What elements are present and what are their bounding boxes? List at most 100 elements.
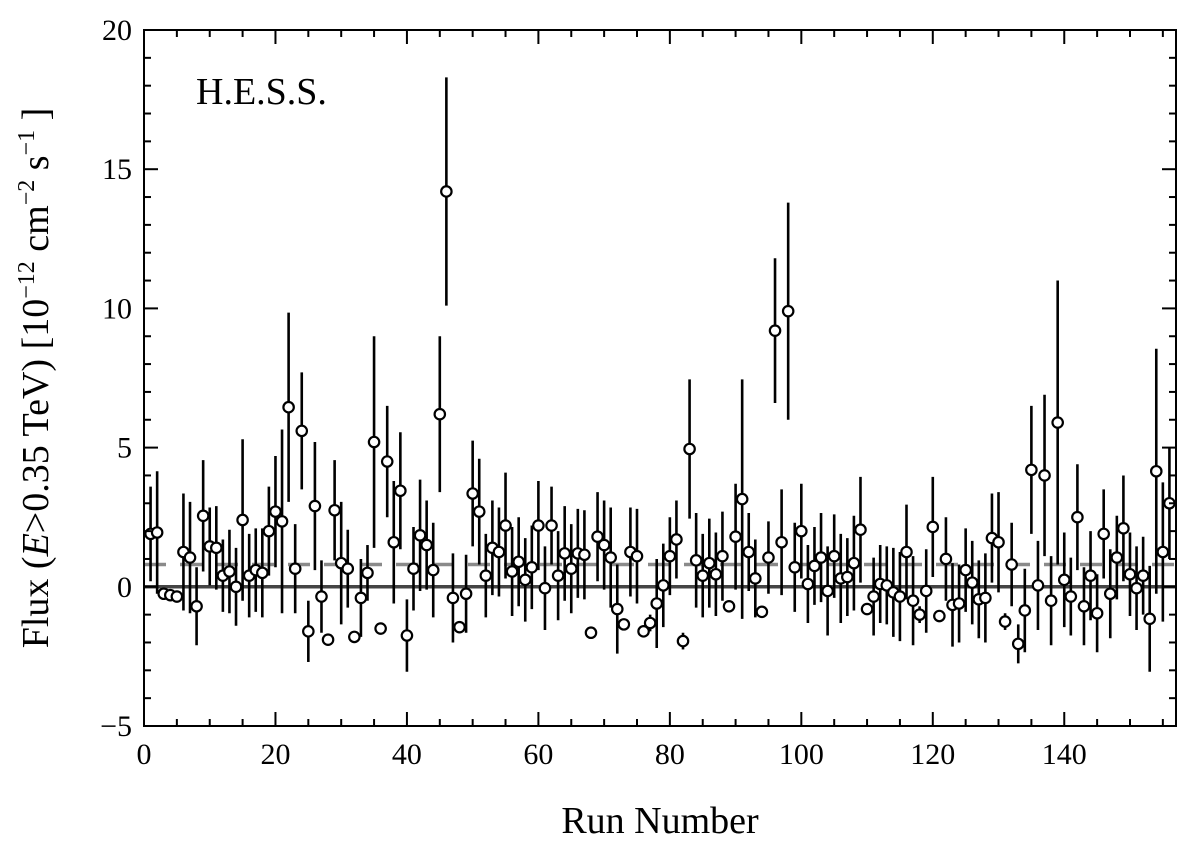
data-point-run-105 (827, 514, 841, 598)
data-marker (716, 549, 729, 563)
data-point-run-56 (505, 526, 519, 617)
data-marker (939, 552, 953, 566)
data-point-run-134 (1018, 568, 1032, 653)
data-point-run-34 (361, 545, 374, 601)
data-point-run-48 (453, 620, 466, 634)
data-marker (729, 530, 742, 543)
data-marker (262, 524, 276, 538)
data-point-run-138 (1044, 556, 1058, 646)
data-marker (354, 591, 368, 605)
data-point-run-79 (656, 543, 670, 628)
data-marker (735, 492, 749, 506)
data-point-run-49 (459, 554, 473, 633)
data-marker (183, 551, 197, 564)
data-point-run-39 (394, 432, 407, 550)
data-point-run-33 (354, 558, 368, 637)
data-marker (1038, 469, 1051, 482)
data-marker (1005, 558, 1018, 571)
data-marker (808, 559, 821, 573)
data-marker (906, 594, 920, 608)
data-marker (847, 556, 861, 570)
data-point-run-65 (564, 524, 578, 614)
y-axis-title-suffix: ] (15, 108, 57, 130)
data-point-run-85 (696, 533, 710, 618)
data-point-run-14 (229, 547, 243, 626)
y-tick-label: 5 (117, 432, 132, 465)
data-point-run-150 (1123, 532, 1137, 617)
data-marker (591, 530, 604, 543)
data-point-run-71 (604, 507, 618, 608)
y-tick-label: −5 (100, 710, 132, 743)
data-marker (584, 626, 598, 640)
data-point-run-13 (223, 529, 236, 614)
data-marker (1051, 416, 1064, 429)
data-marker (492, 545, 506, 559)
data-point-run-59 (525, 525, 539, 610)
data-point-run-72 (610, 564, 624, 654)
data-point-run-113 (880, 546, 894, 625)
data-point-run-130 (992, 492, 1005, 593)
data-point-run-90 (729, 483, 742, 590)
data-marker (749, 572, 762, 585)
data-marker (702, 556, 716, 570)
data-marker (512, 555, 525, 569)
data-point-run-75 (630, 508, 644, 604)
x-tick-label: 140 (1042, 738, 1087, 771)
data-marker (663, 549, 677, 563)
data-point-run-80 (663, 517, 677, 596)
data-point-run-135 (1025, 405, 1038, 534)
data-marker (308, 499, 322, 513)
data-point-run-136 (1031, 540, 1045, 630)
data-marker (827, 549, 841, 563)
data-marker (1143, 612, 1157, 626)
data-marker (472, 505, 486, 518)
data-marker (597, 538, 611, 552)
data-marker (959, 563, 972, 577)
data-point-run-155 (1156, 482, 1170, 622)
data-marker (269, 505, 282, 518)
data-point-run-54 (492, 507, 506, 597)
data-point-run-41 (407, 526, 420, 611)
data-point-run-152 (1136, 536, 1150, 615)
data-marker (394, 484, 407, 498)
data-point-run-111 (867, 557, 880, 636)
data-marker (407, 562, 420, 576)
data-marker (1123, 567, 1137, 581)
data-point-run-104 (821, 546, 834, 636)
data-point-run-108 (847, 515, 861, 611)
data-marker (341, 562, 355, 576)
data-point-run-11 (210, 506, 223, 590)
data-point-run-25 (302, 600, 315, 662)
data-point-run-110 (860, 602, 874, 616)
x-tick-label: 100 (779, 738, 824, 771)
data-point-run-109 (854, 476, 867, 583)
data-marker (617, 618, 631, 631)
x-tick-label: 60 (523, 738, 553, 771)
data-marker (1064, 590, 1078, 603)
data-point-run-20 (269, 455, 282, 568)
data-point-run-118 (913, 606, 926, 623)
data-point-run-58 (518, 538, 532, 622)
data-marker (821, 584, 834, 598)
data-point-run-128 (979, 553, 992, 643)
data-point-run-132 (1005, 522, 1018, 607)
data-point-run-18 (256, 528, 269, 618)
data-marker (979, 591, 992, 605)
data-point-run-69 (591, 492, 604, 582)
data-point-run-76 (637, 625, 650, 638)
data-point-run-43 (420, 500, 433, 590)
y-axis-title-middle: >0.35 TeV) [10 (15, 299, 57, 533)
data-point-run-137 (1038, 394, 1051, 557)
data-point-run-63 (551, 531, 565, 621)
data-marker (532, 519, 545, 532)
data-point-run-102 (808, 526, 821, 605)
data-marker (440, 185, 453, 198)
data-marker (1071, 510, 1084, 524)
data-point-run-144 (1084, 531, 1097, 621)
data-point-run-140 (1057, 532, 1071, 628)
data-point-run-88 (716, 511, 729, 601)
y-tick-label: 10 (102, 292, 132, 325)
data-marker (348, 630, 361, 644)
data-point-run-154 (1149, 348, 1163, 594)
